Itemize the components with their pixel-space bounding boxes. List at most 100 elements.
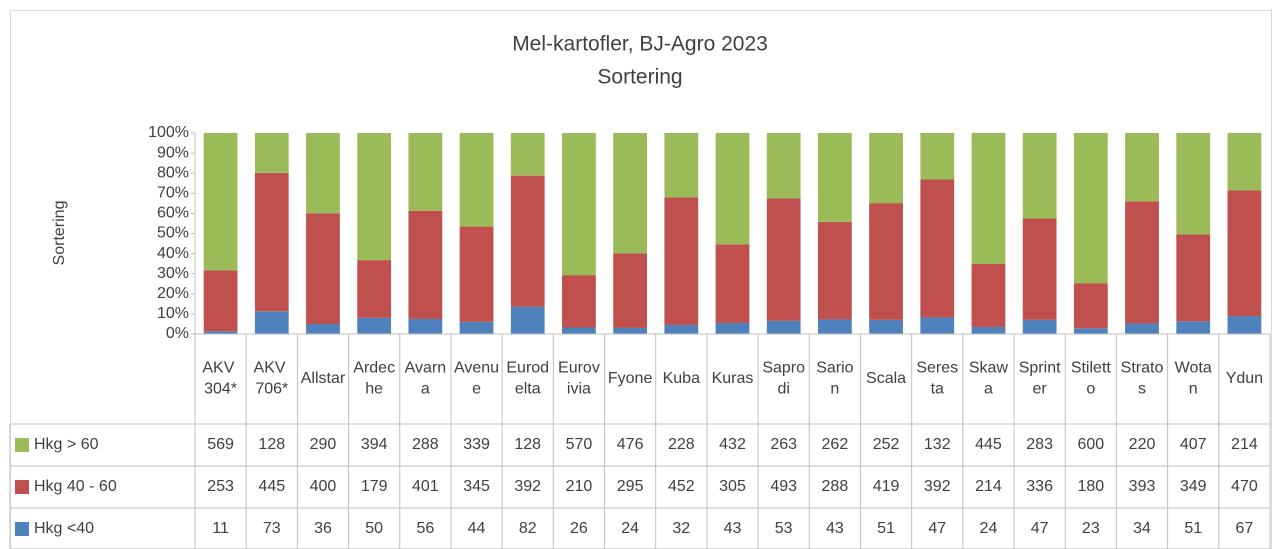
table-value: 263 [770, 436, 797, 453]
x-tick-label: Ydun [1226, 370, 1263, 387]
bar-segment [254, 172, 289, 312]
legend-key [15, 480, 29, 494]
label-line: Eurod [506, 360, 549, 377]
table-value: 180 [1077, 478, 1104, 495]
bar-segment [562, 133, 596, 276]
table-value: 288 [822, 478, 849, 495]
label-line: Avenu [454, 360, 499, 377]
table-value: 132 [924, 436, 951, 453]
bar-segment [971, 133, 1006, 264]
label-line: o [1086, 381, 1095, 398]
label-line: n [830, 381, 839, 398]
label-line: 706* [255, 381, 288, 398]
table-value: 252 [873, 436, 900, 453]
bar-segment [510, 175, 545, 307]
bar-segment [408, 133, 443, 211]
bar-segment [817, 133, 852, 222]
table-value: 44 [468, 520, 486, 537]
bar-segment [869, 319, 903, 334]
table-value: 283 [1026, 436, 1053, 453]
table-value: 50 [365, 520, 383, 537]
label-line: Sprint [1019, 360, 1061, 377]
table-value: 262 [822, 436, 849, 453]
label-line: Sario [816, 360, 853, 377]
table-value: 210 [566, 478, 593, 495]
bar-segment [562, 327, 596, 334]
bar-segment [715, 322, 750, 334]
bar-segment [920, 317, 955, 334]
label-line: Scala [866, 370, 906, 387]
table-value: 34 [1133, 520, 1151, 537]
bar-segment [408, 210, 443, 319]
table-value: 56 [416, 520, 434, 537]
label-line: a [421, 381, 430, 398]
label-line: Ydun [1226, 370, 1263, 387]
label-line: di [777, 381, 789, 398]
bar-segment [1073, 283, 1108, 329]
y-tick-label: 30% [157, 265, 189, 282]
label-line: Kuras [712, 370, 754, 387]
table-value: 336 [1026, 478, 1053, 495]
bar-segment [357, 317, 392, 334]
bar-segment [1073, 133, 1108, 284]
table-value: 295 [617, 478, 644, 495]
x-tick-label: Scala [866, 370, 906, 387]
table-value: 393 [1129, 478, 1156, 495]
table-value: 400 [310, 478, 337, 495]
table-value: 51 [1184, 520, 1202, 537]
y-tick-label: 60% [157, 205, 189, 222]
bar-segment [664, 197, 699, 325]
x-tick-label: Avarn a [405, 360, 447, 398]
table-value: 47 [928, 520, 946, 537]
table-value: 220 [1129, 436, 1156, 453]
x-tick-label: AKV 304* [202, 360, 238, 398]
table-value: 419 [873, 478, 900, 495]
bar-segment [408, 318, 443, 334]
bar-segment [203, 331, 238, 334]
bar-segment [869, 203, 903, 320]
legend-key [15, 522, 29, 536]
bar-segment [1176, 133, 1211, 235]
x-tick-label: Kuba [663, 370, 700, 387]
table-value: 470 [1231, 478, 1258, 495]
bar-segment [613, 133, 648, 254]
label-line: s [1138, 381, 1146, 398]
label-line: Seres [916, 360, 958, 377]
table-value: 349 [1180, 478, 1207, 495]
table-value: 214 [975, 478, 1002, 495]
y-tick-label: 50% [157, 225, 189, 242]
table-value: 305 [719, 478, 746, 495]
label-line: 304* [204, 381, 237, 398]
table-value: 32 [672, 520, 690, 537]
bar-segment [971, 326, 1006, 334]
bar-segment [1176, 234, 1211, 322]
table-value: 73 [263, 520, 281, 537]
label-line: Skaw [969, 360, 1009, 377]
x-tick-label: Eurov ivia [558, 360, 600, 398]
bar-segment [562, 275, 596, 328]
legend-label: Hkg <40 [34, 520, 94, 537]
bar-segment [715, 244, 750, 323]
table-value: 452 [668, 478, 695, 495]
y-tick-label: 0% [166, 325, 189, 342]
bar-segment [357, 133, 392, 261]
bar-segment [1227, 133, 1262, 191]
x-tick-label: AKV 706* [254, 360, 290, 398]
table-value: 600 [1077, 436, 1104, 453]
bar-segment [306, 133, 340, 214]
y-tick-label: 10% [157, 305, 189, 322]
table-value: 24 [621, 520, 639, 537]
bar-segment [920, 179, 955, 318]
table-value: 82 [519, 520, 537, 537]
y-tick-label: 70% [157, 185, 189, 202]
x-tick-label: Strato s [1121, 360, 1164, 398]
x-tick-label: Wota n [1175, 360, 1212, 398]
label-line: Eurov [558, 360, 600, 377]
bar-segment [613, 327, 648, 334]
bar-segment [357, 260, 392, 318]
table-value: 11 [212, 520, 229, 537]
label-line: Wota [1175, 360, 1212, 377]
y-tick-label: 20% [157, 285, 189, 302]
table-value: 392 [924, 478, 951, 495]
y-tick-label: 100% [148, 124, 189, 141]
